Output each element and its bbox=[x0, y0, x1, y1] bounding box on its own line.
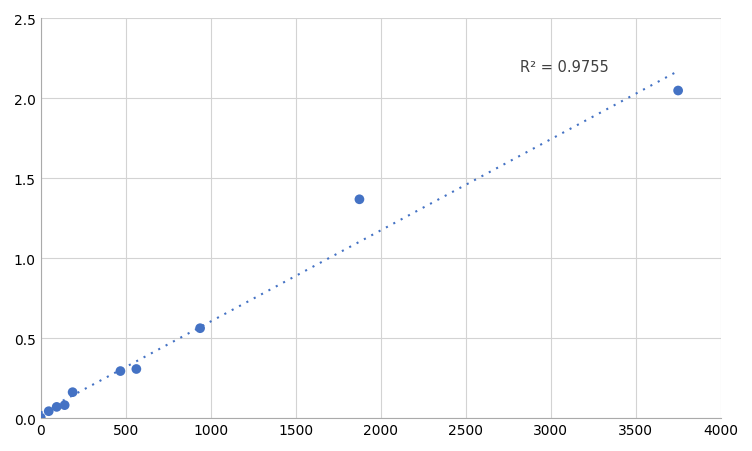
Text: R² = 0.9755: R² = 0.9755 bbox=[520, 60, 609, 75]
Point bbox=[194, 325, 206, 332]
Point bbox=[672, 87, 684, 95]
Point bbox=[43, 408, 55, 415]
Point bbox=[50, 403, 62, 410]
Point bbox=[114, 368, 126, 375]
Point bbox=[353, 196, 365, 203]
Point bbox=[67, 389, 79, 396]
Point bbox=[130, 366, 142, 373]
Point bbox=[35, 414, 47, 421]
Point bbox=[59, 402, 71, 409]
